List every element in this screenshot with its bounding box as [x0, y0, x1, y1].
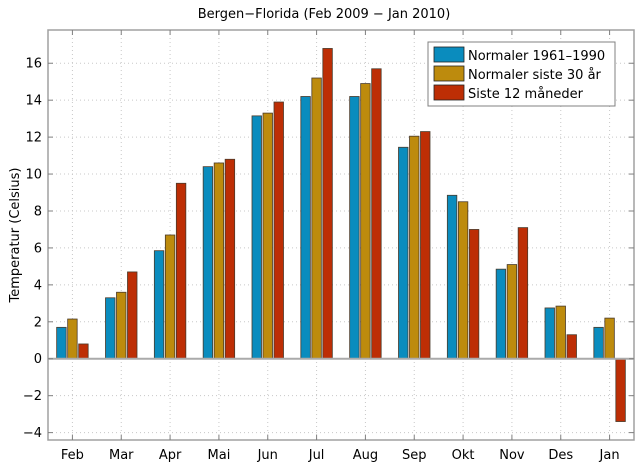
x-tick-label: Jan — [599, 448, 620, 463]
bar — [506, 264, 518, 360]
x-tick-label: Mai — [208, 448, 231, 463]
y-tick-label: 2 — [34, 315, 42, 330]
x-tick-label: Okt — [452, 448, 475, 463]
y-tick-label: 4 — [34, 278, 42, 293]
chart-title: Bergen−Florida (Feb 2009 − Jan 2010) — [198, 7, 451, 22]
x-tick-label: Apr — [159, 448, 182, 463]
legend-label: Normaler siste 30 år — [468, 68, 602, 83]
bar — [566, 334, 577, 360]
bar — [409, 135, 420, 360]
bar — [349, 96, 360, 360]
bar — [311, 77, 322, 360]
y-tick-label: −4 — [23, 426, 42, 441]
x-tick-label: Mar — [109, 448, 134, 463]
bar — [262, 112, 273, 360]
bar — [555, 305, 566, 360]
y-tick-label: 0 — [34, 352, 42, 367]
bar — [213, 162, 225, 360]
bar — [517, 227, 529, 360]
bar — [78, 343, 89, 360]
bar — [273, 101, 284, 360]
bar — [202, 166, 214, 360]
bar — [360, 83, 371, 360]
bar — [371, 68, 382, 360]
y-axis-label: Temperatur (Celsius) — [8, 168, 23, 304]
x-tick-label: Aug — [353, 448, 378, 463]
bar — [300, 96, 311, 360]
y-tick-label: 12 — [25, 131, 42, 146]
y-tick-label: 14 — [25, 94, 42, 109]
y-tick-label: 16 — [25, 57, 42, 72]
bars — [56, 48, 626, 422]
y-axis: −4 −2 0 2 4 6 8 10 12 14 16 — [23, 57, 634, 441]
legend-label: Siste 12 måneder — [468, 87, 584, 102]
bar — [164, 234, 176, 360]
bar — [593, 326, 604, 360]
legend-label: Normaler 1961–1990 — [468, 49, 605, 64]
x-tick-label: Des — [548, 448, 573, 463]
x-tick-label: Nov — [499, 448, 525, 463]
x-tick-label: Jun — [257, 448, 278, 463]
bar — [153, 250, 165, 360]
legend-swatch — [433, 84, 465, 101]
bar — [446, 194, 458, 360]
legend-swatch — [433, 46, 465, 63]
bar — [116, 291, 127, 360]
x-axis: Feb Mar Apr Mai Jun Jul Aug Sep Okt Nov Des Jan — [61, 30, 620, 463]
bar — [457, 201, 469, 360]
bar — [468, 229, 480, 360]
y-tick-label: 6 — [34, 241, 42, 256]
bar — [56, 326, 67, 360]
bar — [398, 146, 409, 360]
bar — [105, 297, 116, 360]
bar — [420, 131, 431, 360]
bar — [67, 318, 78, 360]
bar — [127, 271, 138, 360]
bar — [615, 358, 626, 422]
legend: Normaler 1961–1990 Normaler siste 30 år Si… — [427, 41, 616, 107]
bar — [322, 48, 333, 360]
bar — [495, 268, 507, 360]
plot-frame — [47, 29, 635, 441]
y-tick-label: −2 — [23, 389, 42, 404]
x-tick-label: Sep — [402, 448, 427, 463]
bar — [224, 158, 236, 360]
legend-swatch — [433, 65, 465, 82]
bar — [175, 182, 187, 360]
bar — [251, 115, 262, 360]
bar — [604, 317, 615, 360]
y-tick-label: 10 — [25, 168, 42, 183]
x-tick-label: Feb — [61, 448, 84, 463]
y-tick-label: 8 — [34, 204, 42, 219]
x-tick-label: Jul — [308, 448, 325, 463]
bar — [544, 307, 555, 360]
